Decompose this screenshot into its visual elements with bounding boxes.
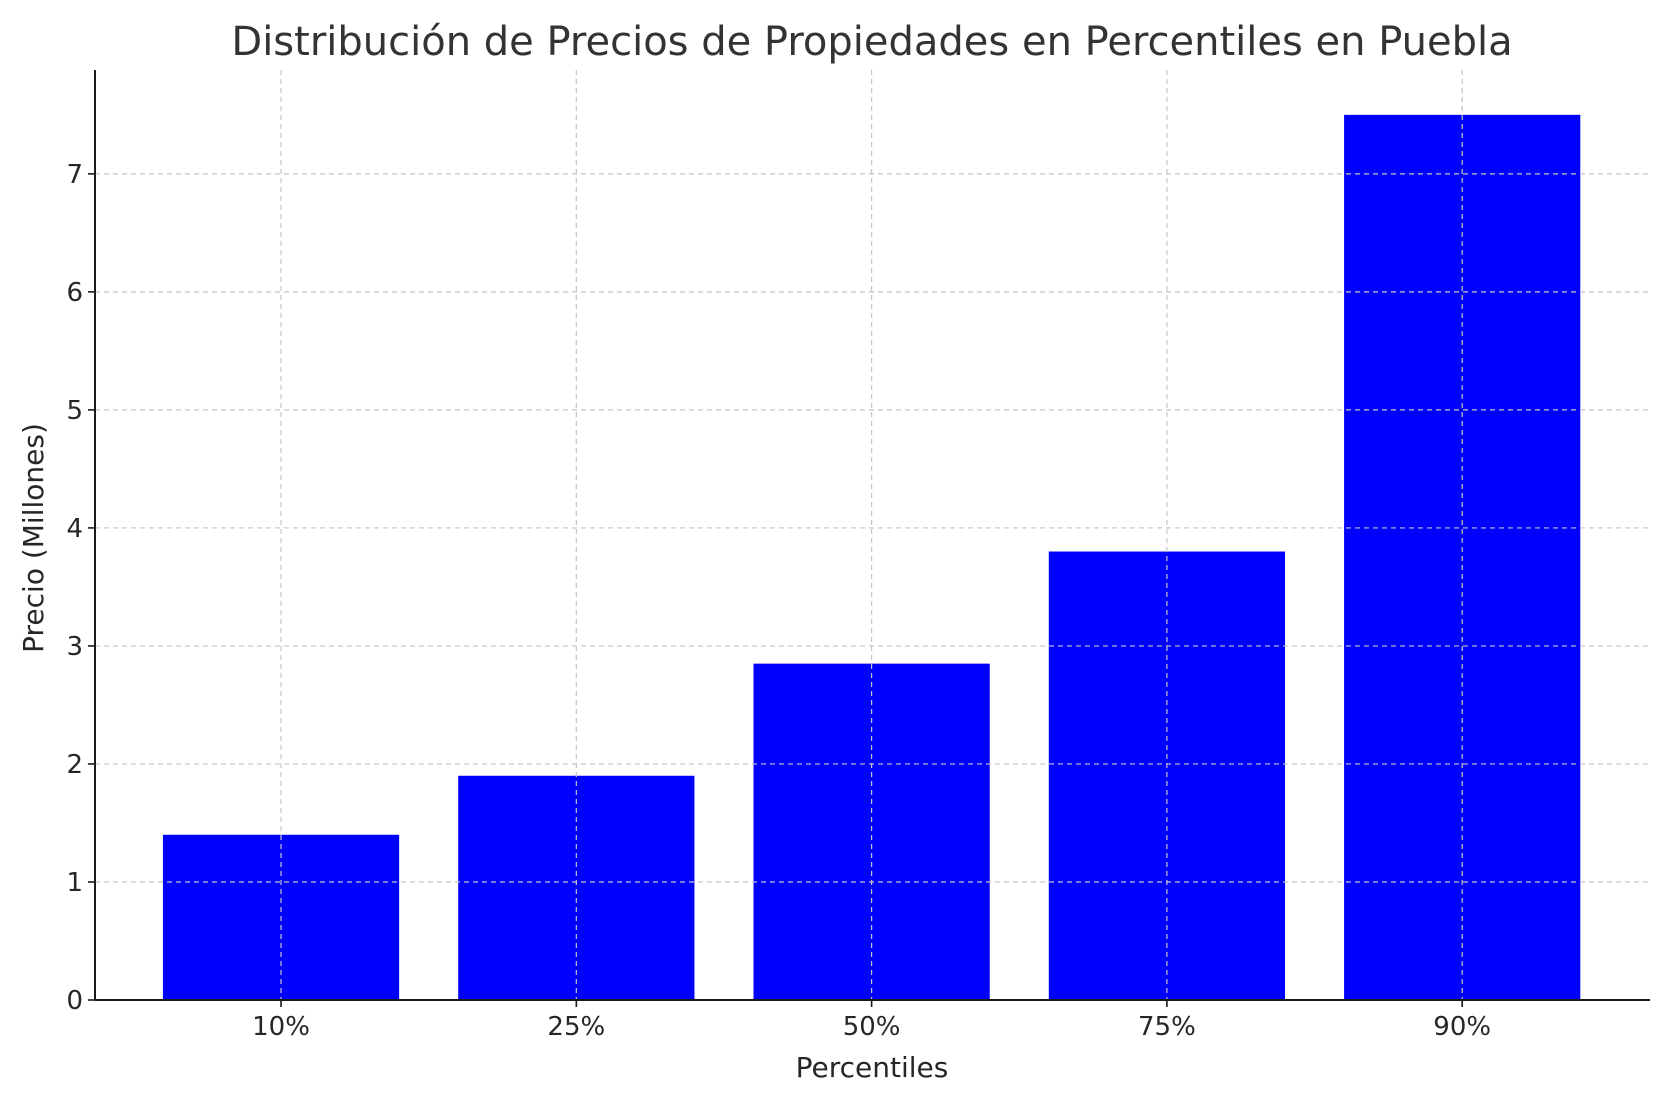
x-axis-ticks: 10% 25% 50% 75% 90%	[252, 1000, 1491, 1042]
y-tick-label: 6	[66, 278, 83, 308]
grid-overlay	[95, 70, 1650, 1000]
y-tick-label: 7	[66, 160, 83, 190]
y-tick-label: 1	[66, 868, 83, 898]
y-tick-label: 4	[66, 514, 83, 544]
x-axis-title: Percentiles	[796, 1051, 949, 1084]
x-tick-label: 25%	[547, 1012, 605, 1042]
axes	[94, 70, 1650, 1001]
y-tick-label: 2	[66, 750, 83, 780]
x-tick-label: 90%	[1433, 1012, 1491, 1042]
y-axis-ticks: 0 1 2 3 4 5 6 7	[66, 160, 95, 1016]
x-tick-label: 10%	[252, 1012, 310, 1042]
x-tick-label: 75%	[1138, 1012, 1196, 1042]
y-tick-label: 0	[66, 986, 83, 1016]
y-tick-label: 5	[66, 396, 83, 426]
y-axis-title: Precio (Millones)	[17, 423, 50, 653]
y-tick-label: 3	[66, 632, 83, 662]
bar	[753, 663, 990, 1000]
chart-title: Distribución de Precios de Propiedades e…	[231, 19, 1512, 65]
x-tick-label: 50%	[843, 1012, 901, 1042]
